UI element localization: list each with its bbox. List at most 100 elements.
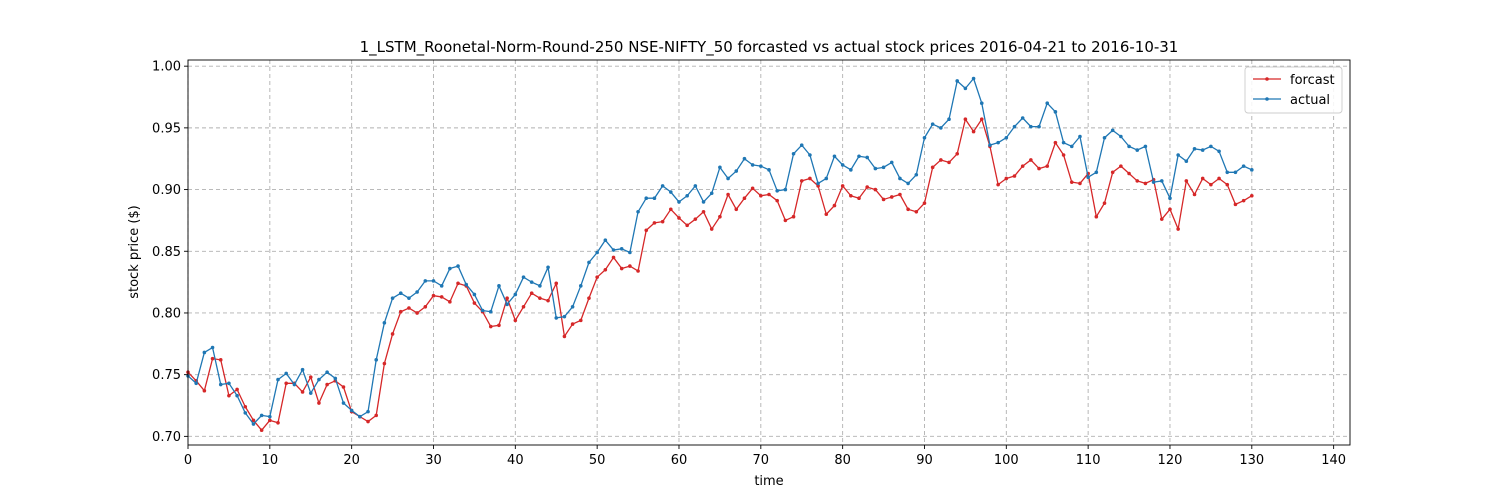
data-point-forcast [750, 186, 755, 191]
data-point-forcast [1045, 164, 1050, 168]
data-point-forcast [202, 388, 207, 393]
x-tick-label: 110 [1076, 453, 1101, 468]
y-tick-label: 0.95 [152, 121, 181, 136]
y-tick-label: 0.85 [152, 245, 181, 260]
data-point-forcast [1217, 176, 1221, 181]
data-point-actual [358, 414, 362, 419]
data-point-actual [210, 345, 215, 350]
data-point-forcast [243, 404, 248, 409]
data-point-actual [1250, 168, 1254, 172]
data-point-forcast [791, 214, 796, 219]
data-point-forcast [570, 322, 575, 326]
data-point-actual [235, 393, 239, 398]
data-point-forcast [1192, 192, 1197, 197]
data-point-actual [505, 302, 509, 307]
series-forcast [186, 117, 1254, 432]
data-point-forcast [456, 281, 460, 286]
grid [187, 60, 1350, 445]
data-point-forcast [955, 151, 960, 156]
data-point-actual [488, 309, 493, 314]
data-point-forcast [775, 198, 779, 203]
data-point-actual [333, 376, 338, 381]
x-tick-label: 60 [671, 453, 688, 468]
plot-frame [187, 59, 1351, 446]
x-tick-label: 20 [343, 453, 360, 468]
data-point-actual [709, 191, 714, 196]
data-point-actual [701, 200, 706, 204]
data-point-actual [603, 238, 608, 242]
data-point-actual [1127, 144, 1131, 149]
data-point-actual [390, 296, 395, 300]
data-point-forcast [816, 184, 820, 188]
data-point-forcast [284, 381, 289, 386]
data-point-forcast [276, 420, 280, 425]
data-point-forcast [1127, 171, 1131, 176]
data-point-forcast [603, 267, 608, 272]
data-point-forcast [849, 193, 853, 198]
y-tick-label: 0.70 [152, 430, 181, 445]
data-point-actual [775, 189, 779, 193]
data-point-forcast [677, 216, 681, 220]
data-point-forcast [1200, 176, 1205, 181]
data-point-forcast [857, 196, 861, 201]
data-point-actual [1184, 159, 1189, 163]
data-point-forcast [448, 300, 452, 304]
data-point-actual [669, 190, 673, 194]
data-point-actual [513, 292, 518, 297]
data-point-forcast [505, 296, 509, 300]
data-point-actual [914, 172, 919, 177]
data-point-actual [587, 260, 591, 265]
data-point-actual [824, 176, 829, 181]
data-point-forcast [734, 207, 739, 212]
data-point-forcast [259, 428, 264, 432]
data-point-forcast [415, 311, 419, 315]
data-point-forcast [636, 269, 640, 273]
data-point-actual [1069, 144, 1074, 149]
data-point-actual [194, 381, 198, 386]
legend-forcast-label: forcast [1290, 73, 1335, 88]
data-point-actual [1004, 135, 1009, 140]
data-point-actual [783, 187, 788, 192]
data-point-forcast [1029, 158, 1033, 162]
data-point-actual [1151, 180, 1156, 184]
data-point-forcast [783, 218, 788, 223]
x-tick-label: 90 [916, 453, 933, 468]
data-point-forcast [898, 192, 902, 197]
data-point-forcast [1020, 164, 1025, 168]
data-point-actual [889, 160, 894, 165]
data-point-forcast [865, 185, 869, 189]
data-point-actual [816, 181, 820, 186]
data-point-actual [930, 122, 935, 126]
data-point-actual [1209, 144, 1213, 149]
data-point-forcast [317, 401, 321, 405]
data-point-actual [791, 151, 796, 156]
data-point-actual [227, 381, 231, 386]
data-point-forcast [390, 332, 395, 336]
data-point-forcast [1176, 227, 1180, 231]
data-point-actual [292, 382, 297, 387]
x-axis: 0 10 20 30 40 50 60 70 80 90 100 110 120 130 140 [184, 445, 1346, 468]
data-point-actual [873, 166, 878, 171]
data-point-forcast [914, 209, 919, 214]
data-point-forcast [996, 182, 1000, 187]
data-point-actual [382, 321, 387, 325]
data-point-forcast [423, 304, 428, 309]
x-tick-label: 50 [589, 453, 606, 468]
data-point-forcast [824, 212, 829, 217]
data-point-actual [1094, 170, 1099, 175]
data-point-actual [276, 377, 280, 382]
data-point-actual [521, 275, 526, 279]
data-point-actual [1045, 101, 1050, 105]
data-point-actual [578, 284, 583, 288]
data-point-actual [963, 86, 968, 91]
data-point-actual [996, 140, 1000, 145]
data-point-actual [407, 296, 411, 300]
data-point-forcast [398, 309, 403, 314]
data-point-actual [439, 284, 444, 288]
data-point-forcast [979, 117, 984, 122]
x-tick-label: 130 [1239, 453, 1264, 468]
legend-forcast-marker [1265, 77, 1269, 81]
data-point-actual [1200, 148, 1205, 152]
data-point-forcast [439, 295, 444, 299]
